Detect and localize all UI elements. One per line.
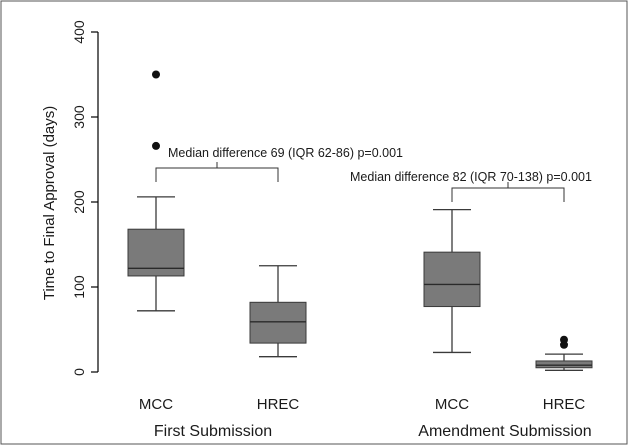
group-1-hrec-box bbox=[249, 301, 307, 344]
y-tick-label-400: 400 bbox=[71, 20, 87, 44]
y-axis-label: Time to Final Approval (days) bbox=[41, 106, 58, 301]
group-2-label: Amendment Submission bbox=[418, 423, 591, 440]
y-axis-ticks: 0 100 200 300 400 bbox=[71, 20, 98, 376]
x-axis-labels: MCC HREC First Submission MCC HREC Amendment … bbox=[139, 396, 592, 440]
group-1-hrec-x-label: HREC bbox=[257, 396, 300, 413]
group-2-mcc-box bbox=[423, 251, 481, 308]
group-1-label: First Submission bbox=[154, 423, 272, 440]
group-2-hrec-x-label: HREC bbox=[543, 396, 586, 413]
group-1-annotation: Median difference 69 (IQR 62-86) p=0.001 bbox=[168, 146, 403, 160]
group-2-annotation: Median difference 82 (IQR 70-138) p=0.00… bbox=[350, 170, 592, 184]
comparison-brackets: Median difference 69 (IQR 62-86) p=0.001… bbox=[155, 146, 592, 202]
y-tick-label-0: 0 bbox=[71, 368, 87, 376]
y-tick-label-200: 200 bbox=[71, 190, 87, 214]
group-2-hrec-box bbox=[535, 360, 593, 369]
group-1-comparison-bracket bbox=[155, 162, 279, 182]
y-tick-label-100: 100 bbox=[71, 275, 87, 299]
group-1-mcc-outlier-1 bbox=[152, 141, 160, 150]
group-1-mcc-outlier-2 bbox=[152, 70, 160, 79]
box-series bbox=[127, 70, 593, 371]
group-2-mcc-x-label: MCC bbox=[435, 396, 469, 413]
group-2-comparison-bracket bbox=[451, 182, 565, 202]
group-2-hrec-outlier-2 bbox=[560, 335, 568, 344]
y-tick-label-300: 300 bbox=[71, 105, 87, 129]
group-1-mcc-x-label: MCC bbox=[139, 396, 173, 413]
